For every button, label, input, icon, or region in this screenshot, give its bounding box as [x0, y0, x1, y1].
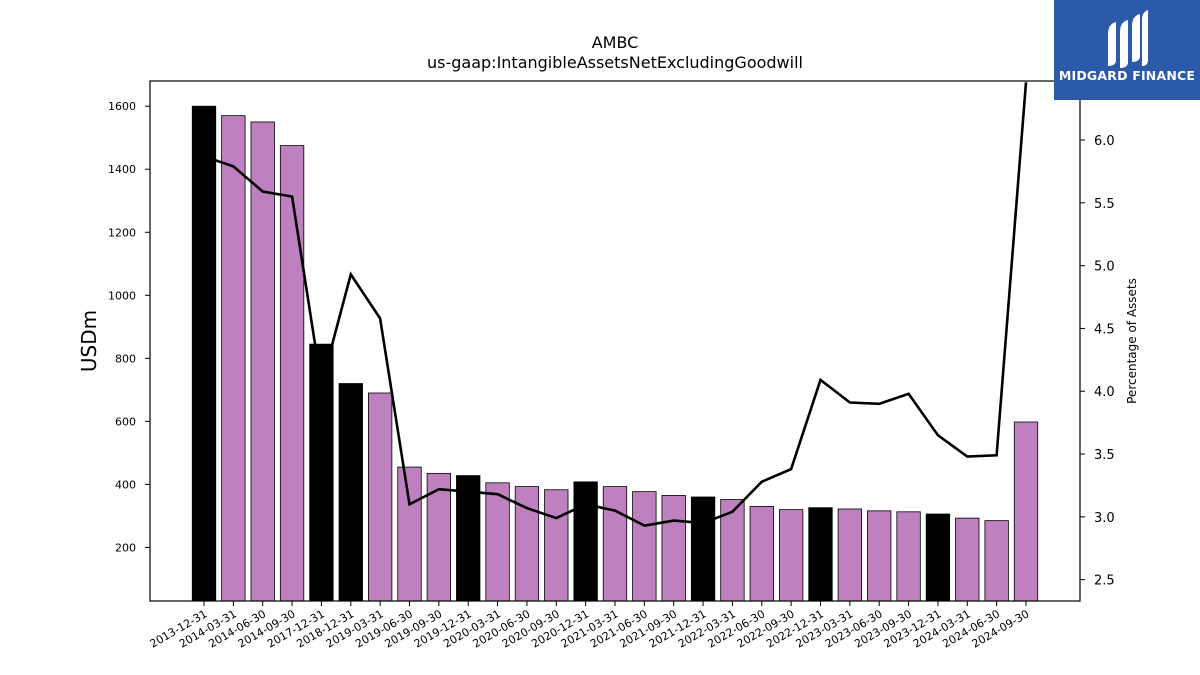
bar-2021-06-30: [632, 491, 657, 602]
bar-2023-12-31: [925, 513, 951, 602]
y2-tick-label: 2.5: [1094, 574, 1115, 589]
y2-tick-label: 3.0: [1094, 511, 1115, 526]
y2-tick-label: 4.5: [1094, 322, 1115, 337]
y-axis-label: USDm: [77, 310, 101, 372]
bar-2020-03-31: [485, 482, 510, 602]
bar-2013-12-31: [191, 105, 217, 602]
brand-name: MIDGARD FINANCE: [1058, 68, 1196, 83]
bar-2014-09-30: [279, 145, 305, 602]
chart-subtitle: us-gaap:IntangibleAssetsNetExcludingGood…: [427, 53, 803, 72]
brand-logo: MIDGARD FINANCE: [1054, 0, 1200, 100]
y2-tick-label: 5.5: [1094, 197, 1115, 212]
bar-2020-12-31: [573, 481, 598, 602]
bar-2024-06-30: [984, 520, 1009, 602]
y2-tick-label: 3.5: [1094, 448, 1115, 463]
y-tick-label: 400: [115, 478, 136, 491]
bar-2023-09-30: [896, 511, 921, 602]
midgard-logo-icon: [1108, 10, 1148, 68]
bar-2022-06-30: [749, 506, 774, 602]
bar-2022-12-31: [808, 507, 833, 602]
bar-2024-03-31: [955, 517, 980, 602]
y-tick-label: 1400: [108, 163, 136, 176]
bar-2024-09-30: [1013, 421, 1039, 602]
y-tick-label: 1200: [108, 226, 136, 239]
bar-series: [191, 105, 1039, 602]
y-tick-label: 1600: [108, 100, 136, 113]
line-series: [203, 82, 1028, 527]
bar-2020-09-30: [544, 489, 569, 602]
bar-2019-03-31: [367, 392, 393, 602]
y2-tick-label: 6.0: [1094, 134, 1115, 149]
bar-2021-03-31: [602, 486, 628, 602]
y-tick-label: 200: [115, 541, 136, 554]
y2-tick-label: 4.0: [1094, 385, 1115, 400]
y2-axis-label: Percentage of Assets: [1125, 278, 1139, 404]
bar-2019-06-30: [397, 466, 422, 602]
x-axis: 2013-12-312014-03-312014-06-302014-09-30…: [148, 601, 1032, 651]
y-tick-label: 1000: [108, 289, 136, 302]
y-tick-label: 600: [115, 415, 136, 428]
pct-assets-line: [203, 82, 1028, 527]
bar-2023-06-30: [867, 510, 892, 602]
bar-2018-12-31: [338, 383, 363, 602]
chart-title: AMBC: [592, 33, 639, 52]
bar-2021-12-31: [690, 496, 716, 602]
y-axis-left: 200 400 600 800 1000 1200 1400 1600: [108, 100, 150, 554]
y-tick-label: 800: [115, 352, 136, 365]
bar-2014-03-31: [221, 115, 246, 602]
y-axis-right: 2.5 3.0 3.5 4.0 4.5 5.0 5.5 6.0: [1080, 134, 1115, 589]
bar-2021-09-30: [661, 495, 686, 602]
bar-2022-09-30: [779, 509, 804, 602]
y2-tick-label: 5.0: [1094, 260, 1115, 275]
bar-2023-03-31: [837, 508, 862, 602]
bar-2019-12-31: [456, 475, 481, 602]
